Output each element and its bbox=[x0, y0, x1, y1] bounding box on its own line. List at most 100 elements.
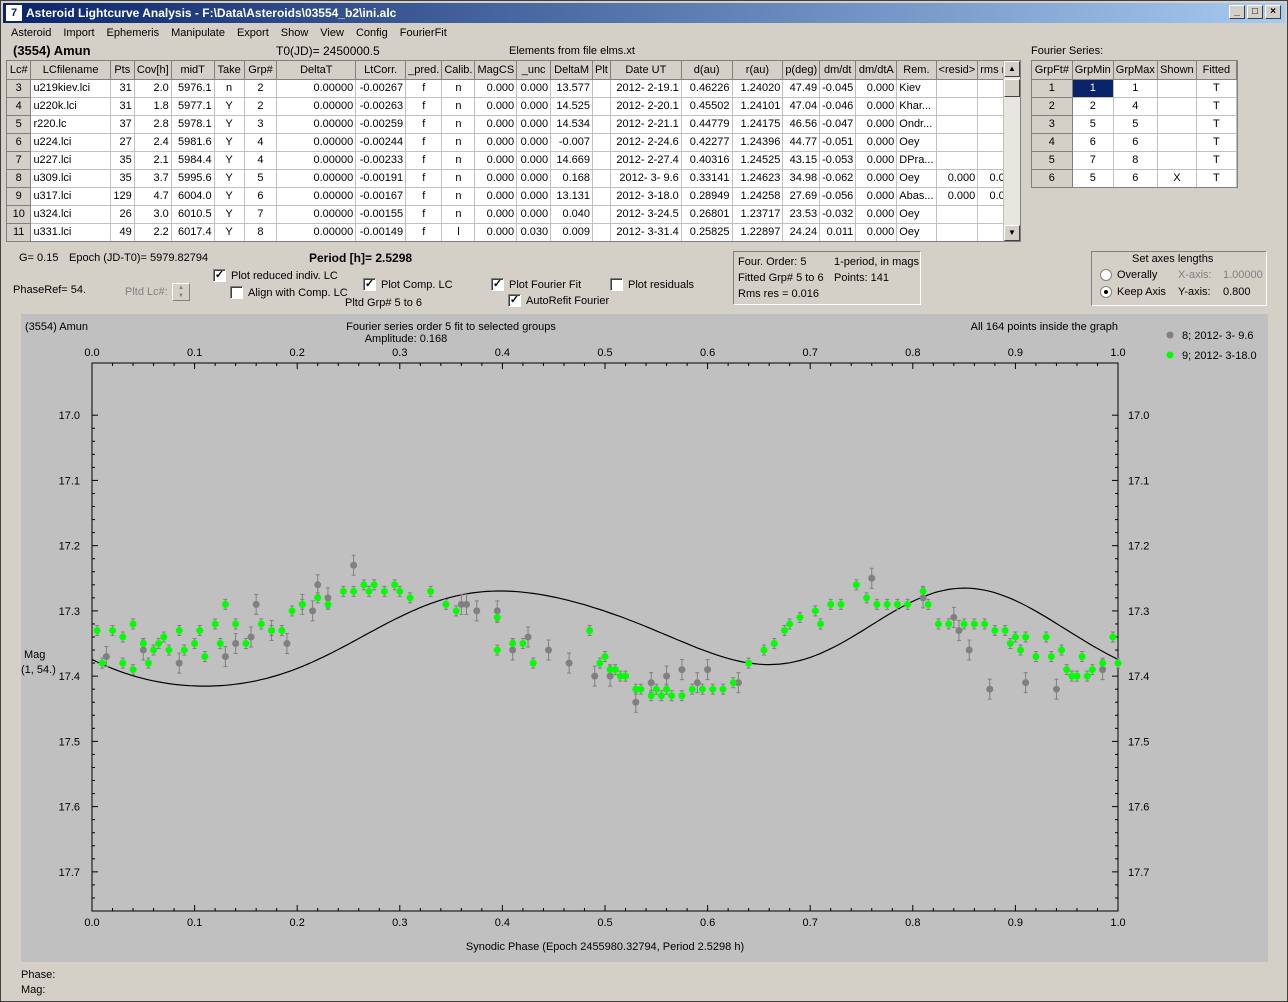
x-axis-value[interactable]: 1.00000 bbox=[1223, 269, 1263, 281]
table-cell[interactable] bbox=[592, 187, 611, 206]
column-header[interactable]: Fitted bbox=[1196, 61, 1237, 80]
column-header[interactable]: GrpMax bbox=[1113, 61, 1158, 80]
table-cell[interactable]: -0.00191 bbox=[355, 169, 407, 188]
table-cell[interactable]: 31 bbox=[110, 97, 135, 116]
table-row[interactable]: 10 u324.lci 26 3.0 6010.5 Y 7 0.00000 -0.00155 f n… bbox=[7, 205, 1020, 224]
column-header[interactable]: GrpFt# bbox=[1032, 61, 1073, 80]
table-cell[interactable]: 5 bbox=[244, 169, 278, 188]
table-cell[interactable]: n bbox=[441, 79, 476, 98]
table-cell[interactable]: -0.032 bbox=[819, 205, 857, 224]
table-cell[interactable]: -0.051 bbox=[819, 133, 857, 152]
table-cell[interactable] bbox=[936, 223, 979, 241]
table-cell[interactable]: 35 bbox=[110, 169, 135, 188]
table-cell[interactable]: n bbox=[441, 205, 476, 224]
table-cell[interactable]: 14.525 bbox=[550, 97, 594, 116]
table-cell[interactable]: 3 bbox=[1032, 115, 1073, 134]
table-cell[interactable]: X bbox=[1157, 169, 1197, 187]
table-cell[interactable]: 0.000 bbox=[855, 97, 898, 116]
table-cell[interactable]: 129 bbox=[110, 187, 135, 206]
table-cell[interactable]: 6 bbox=[1113, 169, 1158, 187]
column-header[interactable]: Plt bbox=[592, 61, 611, 80]
table-cell[interactable]: 35 bbox=[110, 151, 135, 170]
table-cell[interactable]: Y bbox=[214, 187, 245, 206]
column-header[interactable]: Shown bbox=[1157, 61, 1197, 80]
table-cell[interactable] bbox=[936, 205, 979, 224]
table-cell[interactable]: T bbox=[1196, 79, 1237, 98]
menu-export[interactable]: Export bbox=[236, 27, 269, 39]
table-cell[interactable] bbox=[592, 223, 611, 241]
table-cell[interactable]: 0.00000 bbox=[276, 151, 357, 170]
table-cell[interactable]: 0.000 bbox=[855, 169, 898, 188]
plot-fourier-checkbox[interactable]: ✓ Plot Fourier Fit bbox=[491, 278, 582, 291]
table-cell[interactable]: u219kiev.lci bbox=[30, 79, 111, 98]
table-cell[interactable]: 0.030 bbox=[516, 223, 552, 241]
table-cell[interactable]: 0.45502 bbox=[681, 97, 733, 116]
table-cell[interactable]: 0.28949 bbox=[681, 187, 733, 206]
table-cell[interactable]: 1 bbox=[1032, 79, 1073, 98]
table-cell[interactable]: 4.7 bbox=[134, 187, 172, 206]
table-cell[interactable] bbox=[1157, 151, 1197, 170]
table-cell[interactable]: l bbox=[441, 223, 476, 241]
autorefit-checkbox[interactable]: ✓ AutoRefit Fourier bbox=[508, 294, 610, 307]
table-cell[interactable]: 0.000 bbox=[516, 79, 552, 98]
table-cell[interactable]: 24.24 bbox=[782, 223, 821, 241]
table-cell[interactable]: Ondr... bbox=[896, 115, 937, 134]
menu-view[interactable]: View bbox=[320, 27, 344, 39]
table-row[interactable]: 7 u227.lci 35 2.1 5984.4 Y 4 0.00000 -0.00233 f n 0… bbox=[7, 151, 1020, 170]
table-cell[interactable]: 2 bbox=[244, 97, 278, 116]
table-row[interactable]: 4 u220k.lci 31 1.8 5977.1 Y 2 0.00000 -0.00263 f n… bbox=[7, 97, 1020, 116]
column-header[interactable]: DeltaT bbox=[276, 61, 357, 80]
table-cell[interactable]: f bbox=[405, 97, 443, 116]
table-cell[interactable]: -0.00155 bbox=[355, 205, 407, 224]
table-cell[interactable]: 2012- 2-20.1 bbox=[610, 97, 682, 116]
title-bar[interactable]: 7 Asteroid Lightcurve Analysis - F:\Data… bbox=[3, 3, 1285, 23]
table-cell[interactable]: 13.577 bbox=[550, 79, 594, 98]
table-cell[interactable]: 0.00000 bbox=[276, 97, 357, 116]
table-cell[interactable]: 2012- 2-24.6 bbox=[610, 133, 682, 152]
table-cell[interactable]: 0.000 bbox=[855, 79, 898, 98]
table-cell[interactable]: 8 bbox=[244, 223, 278, 241]
table-cell[interactable]: -0.053 bbox=[819, 151, 857, 170]
table-cell[interactable]: 0.000 bbox=[474, 169, 518, 188]
table-cell[interactable]: 0.000 bbox=[516, 187, 552, 206]
column-header[interactable]: Lc# bbox=[7, 61, 32, 80]
table-cell[interactable]: -0.046 bbox=[819, 97, 857, 116]
keep-axis-radio[interactable]: Keep Axis bbox=[1100, 286, 1166, 298]
maximize-button[interactable]: □ bbox=[1247, 5, 1263, 19]
table-cell[interactable]: 4 bbox=[244, 133, 278, 152]
table-cell[interactable]: -0.062 bbox=[819, 169, 857, 188]
table-cell[interactable]: 0.00000 bbox=[276, 133, 357, 152]
column-header[interactable]: DeltaM bbox=[550, 61, 594, 80]
table-cell[interactable]: 0.46226 bbox=[681, 79, 733, 98]
plot-comp-checkbox[interactable]: ✓ Plot Comp. LC bbox=[363, 278, 453, 291]
table-cell[interactable]: f bbox=[405, 223, 443, 241]
table-cell[interactable]: 0.000 bbox=[855, 205, 898, 224]
table-cell[interactable]: -0.00149 bbox=[355, 223, 407, 241]
table-cell[interactable]: 46.56 bbox=[782, 115, 821, 134]
table-cell[interactable]: 0.000 bbox=[855, 187, 898, 206]
table-cell[interactable]: 5 bbox=[7, 115, 32, 134]
column-header[interactable]: r(au) bbox=[732, 61, 784, 80]
column-header[interactable]: midT bbox=[171, 61, 215, 80]
table-cell[interactable]: 2012- 3-31.4 bbox=[610, 223, 682, 241]
column-header[interactable]: LCfilename bbox=[30, 61, 111, 80]
table-cell[interactable]: u331.lci bbox=[30, 223, 111, 241]
table-cell[interactable]: f bbox=[405, 133, 443, 152]
table-row[interactable]: 6 u224.lci 27 2.4 5981.6 Y 4 0.00000 -0.00244 f n 0… bbox=[7, 133, 1020, 152]
table-cell[interactable]: 5978.1 bbox=[171, 115, 215, 134]
table-cell[interactable]: Y bbox=[214, 133, 245, 152]
table-cell[interactable]: 5995.6 bbox=[171, 169, 215, 188]
table-cell[interactable]: 6 bbox=[1032, 169, 1073, 187]
table-cell[interactable]: 0.00000 bbox=[276, 169, 357, 188]
table-cell[interactable]: 0.26801 bbox=[681, 205, 733, 224]
column-header[interactable]: <resid> bbox=[936, 61, 979, 80]
table-cell[interactable]: 23.53 bbox=[782, 205, 821, 224]
align-comp-checkbox[interactable]: Align with Comp. LC bbox=[230, 286, 348, 299]
table-cell[interactable]: 0.000 bbox=[474, 97, 518, 116]
column-header[interactable]: dm/dt bbox=[819, 61, 857, 80]
table-cell[interactable]: 0.00000 bbox=[276, 79, 357, 98]
table-cell[interactable]: -0.00167 bbox=[355, 187, 407, 206]
table-cell[interactable] bbox=[1157, 79, 1197, 98]
